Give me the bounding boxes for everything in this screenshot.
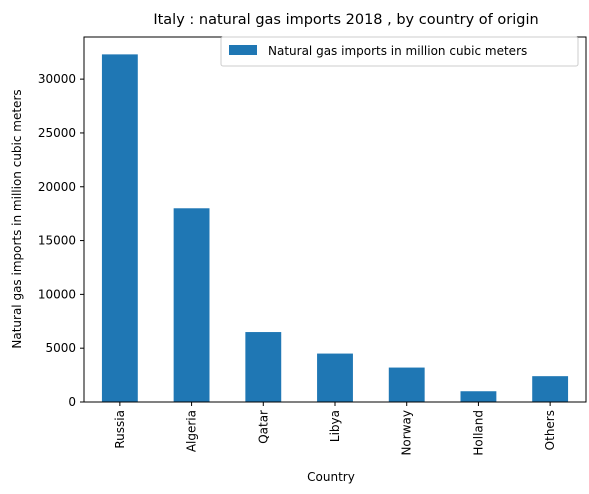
bar-qatar [245,332,282,402]
y-axis-title: Natural gas imports in million cubic met… [10,89,24,348]
y-tick-label: 30000 [38,72,76,86]
chart-title: Italy : natural gas imports 2018 , by co… [153,12,538,28]
bar-algeria [173,208,210,402]
bar-others [532,376,569,402]
x-axis-ticks: Russia Algeria Qatar Libya Norway Holland Othe… [113,402,557,456]
y-tick-label: 15000 [38,234,76,248]
x-axis-title: Country [307,470,355,484]
x-tick-label: Russia [113,410,127,449]
legend-box [220,36,579,67]
y-tick-label: 25000 [38,126,76,140]
legend: Natural gas imports in million cubic met… [220,36,579,67]
bar-libya [317,353,353,402]
bar-norway [388,367,425,402]
x-tick-label: Others [543,410,557,450]
y-tick-label: 5000 [45,341,76,355]
y-tick-label: 0 [68,395,76,409]
legend-swatch [229,45,257,55]
x-tick-label: Algeria [185,410,199,452]
x-tick-label: Norway [400,410,414,456]
bars-group [101,54,569,402]
y-tick-label: 10000 [38,287,76,301]
y-tick-label: 20000 [38,180,76,194]
x-tick-label: Libya [328,410,342,442]
x-tick-label: Qatar [256,410,270,444]
x-tick-label: Holland [471,410,485,456]
bar-holland [460,391,497,402]
bar-russia [101,54,138,402]
legend-label: Natural gas imports in million cubic met… [268,44,527,58]
y-axis-ticks: 0 5000 10000 15000 20000 25000 30000 [38,72,84,409]
plot-frame [83,36,587,403]
